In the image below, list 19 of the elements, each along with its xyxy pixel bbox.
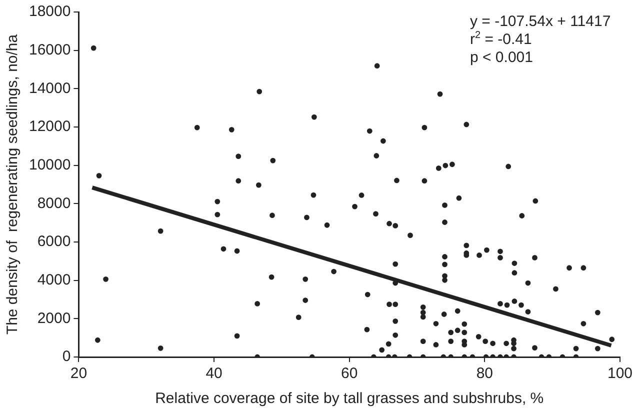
- y-tick-label: 8000: [37, 194, 71, 212]
- y-tick-label: 16000: [28, 41, 71, 58]
- x-tick-label: 40: [206, 365, 222, 382]
- y-tick-label: 14000: [28, 80, 71, 97]
- x-axis-title: Relative coverage of site by tall grasses and subshrubs, %: [155, 390, 544, 408]
- y-tick-label: 2000: [37, 310, 71, 327]
- x-tick-label: 80: [476, 365, 494, 382]
- y-tick-label: 4000: [37, 271, 71, 288]
- y-tick-label: 6000: [37, 233, 71, 250]
- x-tick-label: 60: [341, 365, 358, 382]
- y-tick-label: 18000: [28, 3, 71, 20]
- annotation: y = -107.54x + 11417: [470, 13, 611, 30]
- y-tick-label: 10000: [28, 156, 71, 174]
- annotation: p < 0.001: [470, 49, 533, 66]
- y-tick-label: 0: [62, 348, 71, 366]
- y-tick-label: 12000: [28, 118, 71, 136]
- x-tick-label: 100: [607, 365, 633, 382]
- y-axis-title: The density of regenerating seedlings, no/ha: [4, 34, 22, 335]
- x-tick-label: 20: [70, 365, 88, 382]
